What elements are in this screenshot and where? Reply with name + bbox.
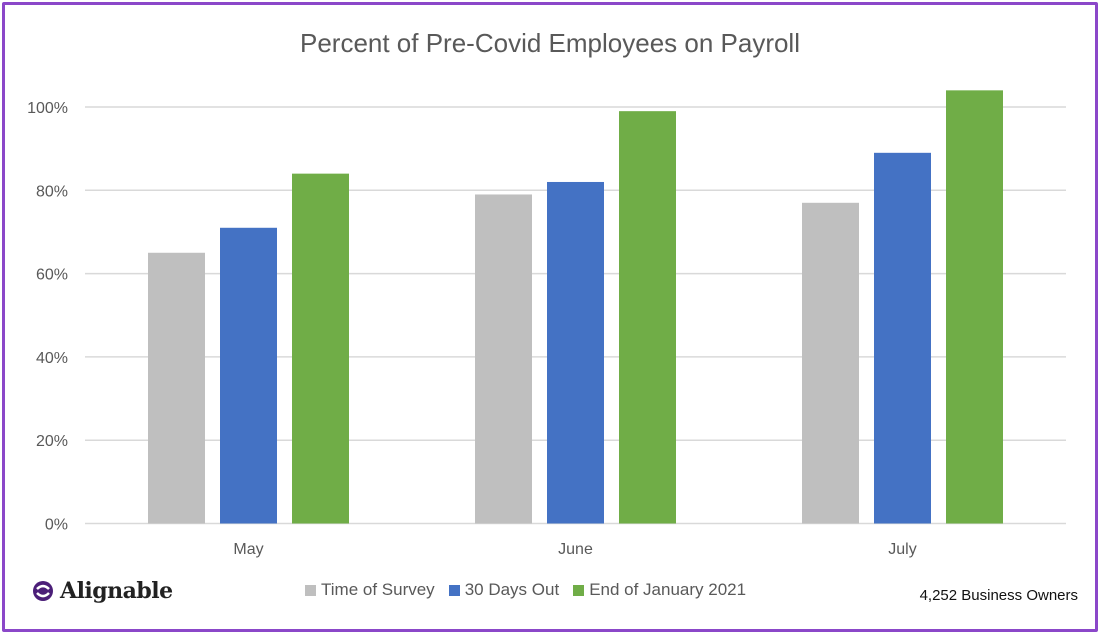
legend-swatch <box>448 584 460 596</box>
bar-may-1 <box>220 227 277 524</box>
legend-item-30-days-out: 30 Days Out <box>448 580 560 600</box>
bar-june-2 <box>619 111 676 524</box>
chart-title: Percent of Pre-Covid Employees on Payrol… <box>299 28 800 58</box>
x-tick-label: May <box>233 541 263 558</box>
bar-june-1 <box>547 181 604 524</box>
y-tick-label: 80% <box>36 183 68 200</box>
legend-label: Time of Survey <box>321 580 435 599</box>
bar-may-0 <box>148 252 205 524</box>
bar-july-2 <box>946 90 1003 524</box>
legend-label: End of January 2021 <box>589 580 747 599</box>
x-tick-label: June <box>558 541 593 558</box>
y-tick-label: 60% <box>36 267 68 284</box>
legend-swatch <box>305 584 316 596</box>
bar-july-1 <box>874 152 931 524</box>
x-tick-label: July <box>888 541 916 558</box>
legend-item-time-of-survey: Time of Survey <box>305 580 435 600</box>
bar-june-0 <box>475 194 532 524</box>
alignable-logo-text: Alignable <box>60 578 173 604</box>
legend-swatch <box>573 584 585 596</box>
alignable-logo: Alignable <box>32 578 173 604</box>
alignable-logo-icon <box>33 581 53 601</box>
bar-may-2 <box>292 173 349 524</box>
legend-label: 30 Days Out <box>464 580 560 599</box>
legend-item-end-of-january: End of January 2021 <box>573 580 746 600</box>
sample-size-note: 4,252 Business Owners <box>919 587 1078 604</box>
y-tick-label: 40% <box>36 350 68 367</box>
y-tick-label: 20% <box>36 433 68 450</box>
y-tick-label: 100% <box>27 100 68 117</box>
legend: Time of Survey 30 Days Out End of Januar… <box>305 580 746 600</box>
y-tick-label: 0% <box>45 517 68 534</box>
bar-july-0 <box>802 202 859 524</box>
